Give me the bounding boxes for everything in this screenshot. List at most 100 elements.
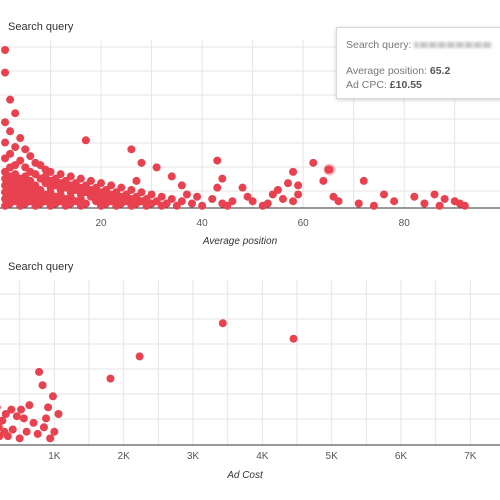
data-point — [278, 194, 287, 203]
data-point — [157, 201, 166, 210]
tooltip-query-label: Search query: — [346, 39, 412, 51]
data-point — [430, 190, 439, 199]
x-tick-label: 40 — [197, 218, 209, 229]
x-tick-label: 3K — [187, 451, 200, 462]
data-point — [182, 190, 191, 199]
tooltip-position-value: 65.2 — [429, 65, 451, 77]
data-point — [369, 201, 378, 210]
data-point — [38, 381, 47, 390]
highlighted-point — [325, 165, 334, 174]
data-point — [213, 183, 222, 192]
ad-cost-scatter-chart: 1K 2K 3K 4K 5K 6K 7K Ad Cost — [0, 280, 500, 481]
data-point — [19, 414, 28, 423]
data-point — [39, 423, 48, 432]
data-point — [359, 176, 368, 185]
data-point — [1, 201, 10, 210]
position-chart-title: Search query — [8, 21, 74, 33]
data-point — [21, 145, 30, 154]
data-point — [106, 374, 115, 383]
data-point — [284, 179, 292, 188]
data-point — [0, 416, 7, 425]
data-point — [61, 201, 70, 210]
data-point — [309, 158, 318, 167]
data-point — [0, 427, 9, 436]
data-point — [33, 429, 42, 438]
data-point — [294, 181, 303, 190]
data-point — [16, 201, 25, 210]
data-point — [137, 158, 146, 167]
x-tick-label: 20 — [95, 218, 107, 229]
data-point — [238, 183, 247, 192]
x-tick-label: 80 — [399, 218, 411, 229]
x-axis-title: Average position — [202, 236, 278, 247]
data-point — [16, 134, 25, 143]
data-point — [289, 167, 298, 176]
data-point — [208, 194, 217, 203]
data-point — [26, 152, 35, 161]
tooltip-position-row: Average position: 65.2 — [346, 64, 496, 78]
x-axis-title: Ad Cost — [226, 470, 264, 481]
data-point — [8, 425, 17, 434]
data-point — [218, 174, 227, 183]
data-point — [1, 46, 10, 54]
data-point — [127, 145, 136, 154]
data-point — [6, 95, 15, 104]
x-tick-label: 1K — [48, 451, 61, 462]
data-point — [177, 181, 186, 190]
data-point — [263, 199, 272, 208]
redacted-query-text — [414, 42, 493, 49]
data-point — [135, 352, 144, 361]
tooltip-position-label: Average position: — [346, 65, 427, 77]
data-point — [440, 194, 449, 203]
tooltip-cpc-value: £10.55 — [389, 79, 422, 91]
data-point — [172, 201, 181, 210]
data-point — [25, 401, 34, 410]
data-point — [81, 136, 90, 145]
data-point — [193, 192, 202, 201]
data-point — [228, 197, 237, 206]
x-tick-label: 2K — [118, 451, 131, 462]
data-point — [12, 412, 21, 421]
average-position-scatter-chart: 20 40 60 80 Average position — [0, 40, 500, 247]
data-point — [1, 138, 10, 147]
data-point — [1, 154, 10, 163]
data-point — [46, 434, 55, 443]
data-point — [410, 192, 419, 201]
data-point — [213, 156, 222, 165]
data-point — [142, 201, 151, 210]
data-point — [420, 199, 429, 208]
data-point — [460, 201, 469, 210]
data-point — [1, 68, 10, 77]
tooltip-query-row: Search query: — [346, 38, 496, 52]
x-tick-label: 4K — [256, 451, 269, 462]
data-point — [354, 199, 363, 208]
data-point — [294, 190, 303, 199]
data-point — [167, 172, 176, 181]
cost-chart-title: Search query — [8, 261, 74, 273]
x-tick-label: 60 — [298, 218, 310, 229]
data-point — [198, 201, 207, 210]
data-point — [31, 201, 40, 210]
data-point — [44, 403, 53, 412]
data-point — [46, 201, 55, 210]
data-point — [11, 109, 20, 118]
data-point — [329, 192, 338, 201]
data-point — [380, 190, 388, 199]
data-point — [22, 427, 31, 436]
data-point — [35, 367, 44, 376]
data-point — [6, 127, 15, 136]
data-point — [218, 319, 227, 328]
data-point — [42, 414, 51, 423]
data-point — [76, 201, 85, 210]
data-point — [97, 201, 106, 210]
data-point — [188, 199, 196, 208]
data-point — [7, 405, 16, 414]
data-point — [54, 410, 63, 418]
data-point — [1, 118, 10, 127]
data-point — [152, 163, 161, 172]
x-tick-label: 7K — [464, 451, 477, 462]
data-point — [1, 410, 10, 418]
data-point — [435, 201, 444, 210]
x-tick-label: 6K — [395, 451, 408, 462]
tooltip-cpc-label: Ad CPC: — [346, 79, 387, 91]
